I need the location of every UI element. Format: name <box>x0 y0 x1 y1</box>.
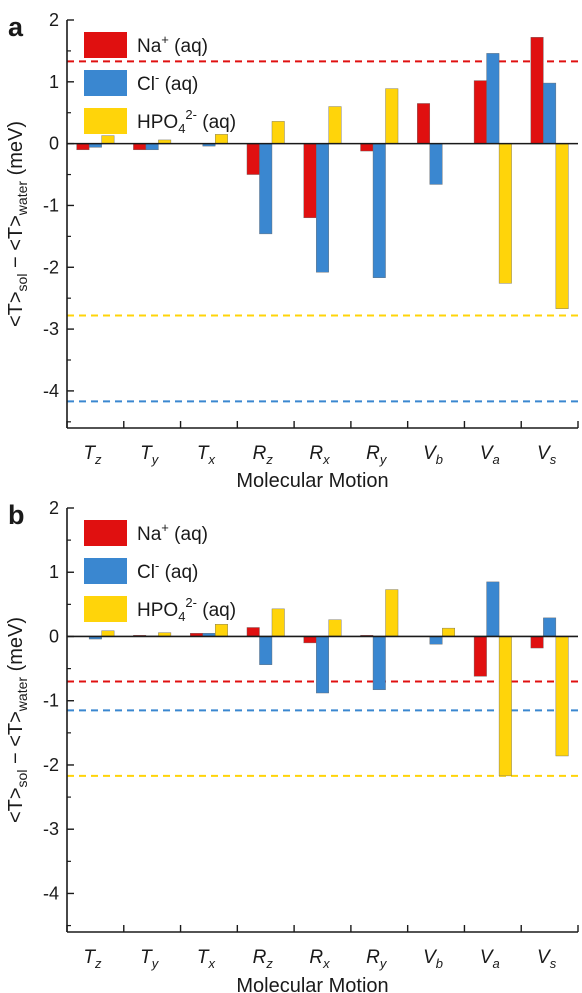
legend-entry-2: Cl- (aq) <box>137 558 198 583</box>
x-axis-title: Molecular Motion <box>236 975 388 993</box>
y-tick-label: -4 <box>43 381 59 401</box>
legend-swatch-2 <box>84 558 127 584</box>
x-tick-label-Tz: Tz <box>83 443 102 467</box>
bar-s1-Rx <box>303 143 317 219</box>
bar-s3-Tz <box>101 135 115 144</box>
x-tick-label-Ty: Ty <box>140 947 160 971</box>
x-tick-label-Rx: Rx <box>309 947 330 971</box>
bar-s1-Va <box>473 636 487 677</box>
legend-swatch-2 <box>84 70 127 96</box>
bar-s1-Tz <box>76 143 90 151</box>
y-tick-label: 1 <box>49 72 59 92</box>
chart-panel-a: a 2 1 0 -1 -2 -3 -4 Tz Ty Tx Rz Rx Ry Vb Va Vs Molecular … <box>5 10 579 492</box>
bar-s3-Tz <box>101 630 115 637</box>
y-axis-title: <T>sol − <T>water (meV) <box>5 617 30 823</box>
x-tick-label-Vb: Vb <box>423 947 443 971</box>
bar-s1-Vs <box>530 37 544 144</box>
bar-s3-Rz <box>271 121 285 144</box>
x-tick-label-Rz: Rz <box>253 443 274 467</box>
bar-s1-Vb <box>417 103 431 144</box>
y-tick-label: 0 <box>49 134 59 154</box>
y-tick-label: 2 <box>49 10 59 30</box>
x-tick-label-Tz: Tz <box>83 947 102 971</box>
x-axis-title: Molecular Motion <box>236 470 388 492</box>
bar-s3-Ry <box>385 88 399 144</box>
legend-swatch-1 <box>84 520 127 546</box>
x-tick-label-Ry: Ry <box>366 443 388 467</box>
bar-s1-Va <box>473 80 487 144</box>
bar-s2-Vb <box>429 636 443 645</box>
y-tick-label: 2 <box>49 498 59 518</box>
bar-s2-Rz <box>259 143 273 235</box>
y-tick-label: -4 <box>43 883 59 903</box>
legend-entry-3: HPO42- (aq) <box>137 595 236 624</box>
panel-letter: b <box>8 500 25 530</box>
bar-s2-Rx <box>316 636 329 694</box>
bar-s2-Ty <box>145 143 159 151</box>
bar-s2-Vb <box>429 143 443 185</box>
bar-s2-Rz <box>259 636 273 665</box>
legend-entry-2: Cl- (aq) <box>137 70 198 95</box>
x-tick-label-Vb: Vb <box>423 443 443 467</box>
bar-s3-Tx <box>214 134 228 144</box>
bar-s2-Ry <box>372 143 386 278</box>
x-tick-label-Ty: Ty <box>140 443 160 467</box>
bar-s3-Ry <box>385 589 399 637</box>
y-tick-label: -2 <box>43 755 59 775</box>
bar-s3-Va <box>498 143 512 284</box>
bar-s3-Vs <box>555 636 569 757</box>
bar-s2-Rx <box>316 143 329 273</box>
legend-entry-3: HPO42- (aq) <box>137 107 236 136</box>
bar-s3-Rx <box>328 106 342 144</box>
bar-s2-Va <box>486 581 500 637</box>
legend-entry-1: Na+ (aq) <box>137 32 208 57</box>
legend-entry-1: Na+ (aq) <box>137 520 208 545</box>
legend-swatch-1 <box>84 32 127 58</box>
legend: Na+ (aq) Cl- (aq) HPO42- (aq) <box>84 32 236 136</box>
y-tick-label: -3 <box>43 819 59 839</box>
x-tick-label-Vs: Vs <box>537 947 557 971</box>
bar-s3-Vb <box>442 627 456 637</box>
chart-panel-b: b 2 1 0 -1 -2 -3 -4 Tz Ty Tx Rz Rx Ry Vb Va Vs Molecular … <box>5 498 579 993</box>
x-tick-label-Rz: Rz <box>253 947 274 971</box>
y-tick-label: -1 <box>43 691 59 711</box>
y-tick-label: -1 <box>43 195 59 215</box>
bar-s1-Rx <box>303 636 317 644</box>
y-tick-label: -3 <box>43 319 59 339</box>
y-tick-label: -2 <box>43 257 59 277</box>
bar-s3-Rz <box>271 608 285 637</box>
legend-swatch-3 <box>84 108 127 134</box>
bar-s1-Ty <box>133 143 147 151</box>
bar-s2-Vs <box>543 82 557 144</box>
x-tick-label-Ry: Ry <box>366 947 388 971</box>
bar-s3-Vs <box>555 143 569 309</box>
bar-s1-Rz <box>246 143 260 175</box>
bar-s2-Ry <box>372 636 386 691</box>
y-tick-label: 1 <box>49 562 59 582</box>
bar-s1-Ry <box>360 143 374 152</box>
y-axis-title: <T>sol − <T>water (meV) <box>5 121 30 327</box>
x-tick-label-Va: Va <box>480 443 500 467</box>
bar-s2-Vs <box>543 617 557 637</box>
bar-s2-Va <box>486 53 500 144</box>
x-tick-label-Rx: Rx <box>309 443 330 467</box>
bar-s3-Va <box>498 636 512 777</box>
bar-s3-Rx <box>328 619 342 637</box>
x-tick-label-Vs: Vs <box>537 443 557 467</box>
legend-swatch-3 <box>84 596 127 622</box>
panel-letter: a <box>8 12 24 42</box>
x-tick-label-Tx: Tx <box>197 443 216 467</box>
bar-s1-Rz <box>246 627 260 637</box>
bar-s3-Tx <box>214 624 228 637</box>
y-tick-label: 0 <box>49 626 59 646</box>
x-tick-label-Va: Va <box>480 947 500 971</box>
bar-s1-Vs <box>530 636 544 649</box>
legend: Na+ (aq) Cl- (aq) HPO42- (aq) <box>84 520 236 624</box>
x-tick-label-Tx: Tx <box>197 947 216 971</box>
